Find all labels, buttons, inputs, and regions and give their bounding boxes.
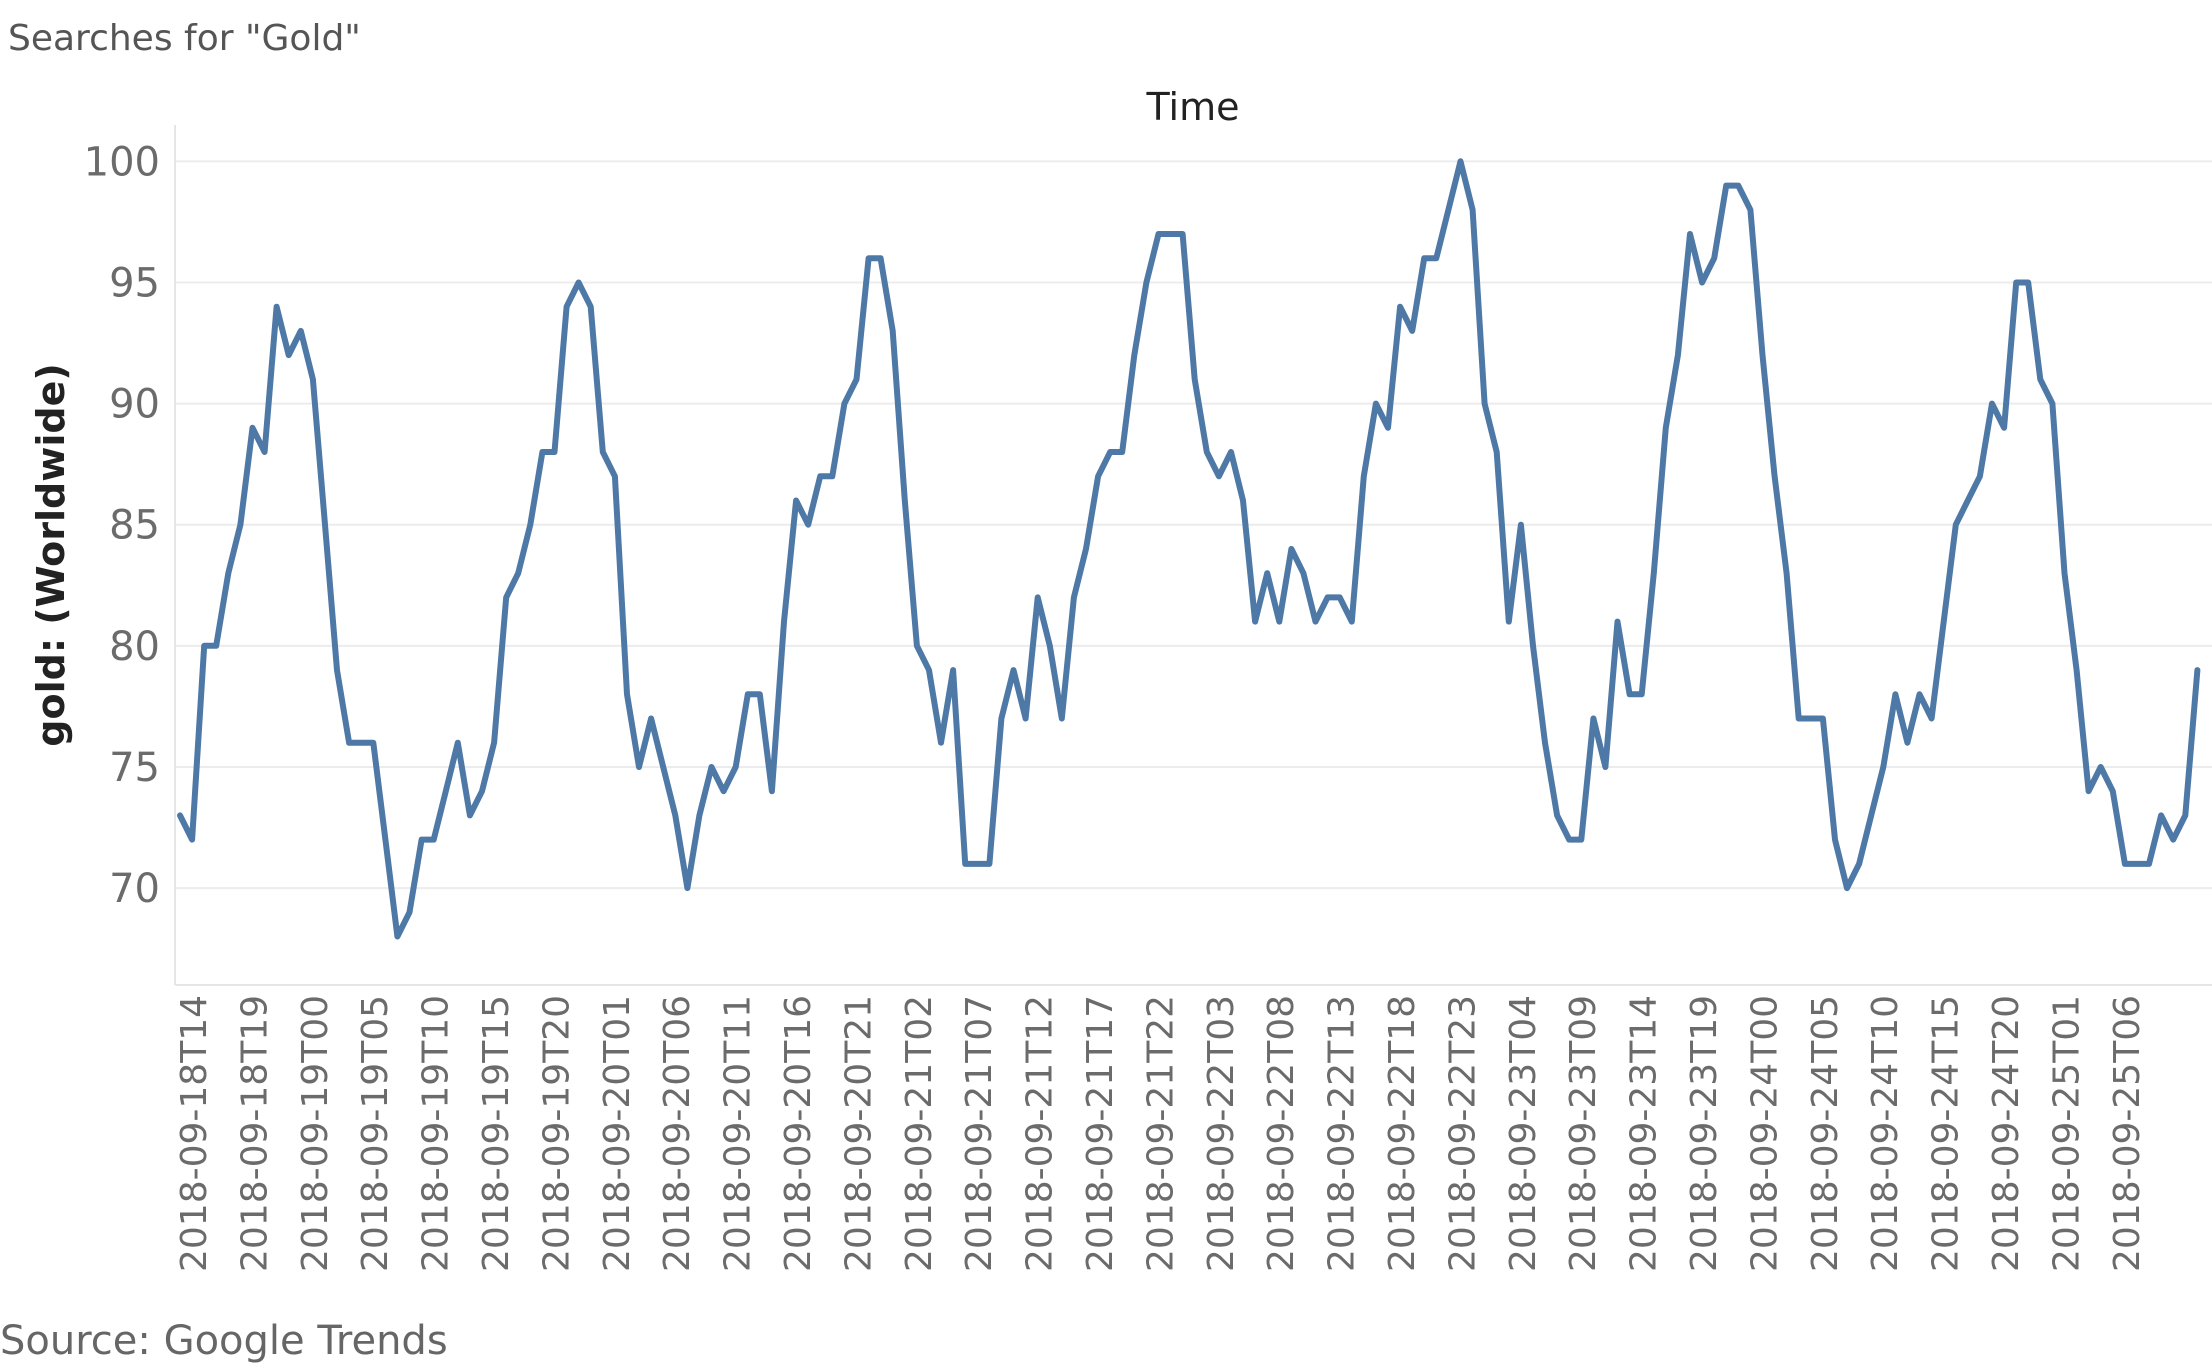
x-tick-label: 2018-09-21T02	[899, 995, 940, 1272]
x-tick-label: 2018-09-21T22	[1140, 995, 1181, 1272]
x-tick-label: 2018-09-21T17	[1080, 995, 1121, 1272]
x-tick-label: 2018-09-19T15	[476, 995, 517, 1272]
x-tick-label: 2018-09-22T23	[1442, 995, 1483, 1272]
x-tick-label: 2018-09-21T07	[959, 995, 1000, 1272]
x-tick-label: 2018-09-22T08	[1261, 995, 1302, 1272]
x-tick-label: 2018-09-20T16	[778, 995, 819, 1272]
y-tick-label: 75	[109, 745, 160, 791]
chart-source: Source: Google Trends	[0, 1318, 448, 1364]
x-tick-label: 2018-09-19T05	[355, 995, 396, 1272]
x-tick-label: 2018-09-24T15	[1926, 995, 1967, 1272]
series-layer	[177, 158, 2201, 940]
x-tick-label: 2018-09-23T14	[1624, 995, 1665, 1272]
x-tick-label: 2018-09-19T00	[295, 995, 336, 1272]
x-tick-label: 2018-09-24T00	[1744, 995, 1785, 1272]
x-tick-label: 2018-09-20T06	[657, 995, 698, 1272]
y-tick-label: 95	[109, 260, 160, 306]
x-tick-label: 2018-09-24T20	[1986, 995, 2027, 1272]
x-tick-label: 2018-09-19T10	[416, 995, 457, 1272]
x-tick-label: 2018-09-24T05	[1805, 995, 1846, 1272]
x-tick-label: 2018-09-22T18	[1382, 995, 1423, 1272]
x-axis-title: Time	[1146, 85, 1240, 129]
x-tick-label: 2018-09-22T03	[1201, 995, 1242, 1272]
x-tick-label: 2018-09-23T04	[1503, 995, 1544, 1272]
x-tick-label: 2018-09-25T06	[2107, 995, 2148, 1272]
x-axis-ticks: 2018-09-18T14 2018-09-18T19 2018-09-19T00 2…	[174, 995, 2148, 1272]
y-axis-title: gold: (Worldwide)	[29, 363, 73, 746]
x-tick-label: 2018-09-23T09	[1563, 995, 1604, 1272]
chart-title: Searches for "Gold"	[8, 18, 361, 59]
y-axis-ticks: 70 75 80 85 90 95 100	[84, 139, 160, 912]
x-tick-label: 2018-09-24T10	[1865, 995, 1906, 1272]
x-tick-label: 2018-09-20T21	[838, 995, 879, 1272]
series-line	[177, 158, 2201, 940]
x-tick-label: 2018-09-20T01	[597, 995, 638, 1272]
y-tick-label: 100	[84, 139, 160, 185]
x-tick-label: 2018-09-25T01	[2046, 995, 2087, 1272]
x-tick-label: 2018-09-18T14	[174, 995, 215, 1272]
y-tick-label: 90	[109, 382, 160, 428]
x-tick-label: 2018-09-21T12	[1020, 995, 1061, 1272]
x-tick-label: 2018-09-19T20	[536, 995, 577, 1272]
x-tick-label: 2018-09-23T19	[1684, 995, 1725, 1272]
x-tick-label: 2018-09-22T13	[1322, 995, 1363, 1272]
x-tick-label: 2018-09-18T19	[234, 995, 275, 1272]
x-tick-label: 2018-09-20T11	[718, 995, 759, 1272]
y-tick-label: 70	[109, 866, 160, 912]
y-tick-label: 80	[109, 624, 160, 670]
gridlines	[175, 160, 2212, 890]
y-tick-label: 85	[109, 503, 160, 549]
